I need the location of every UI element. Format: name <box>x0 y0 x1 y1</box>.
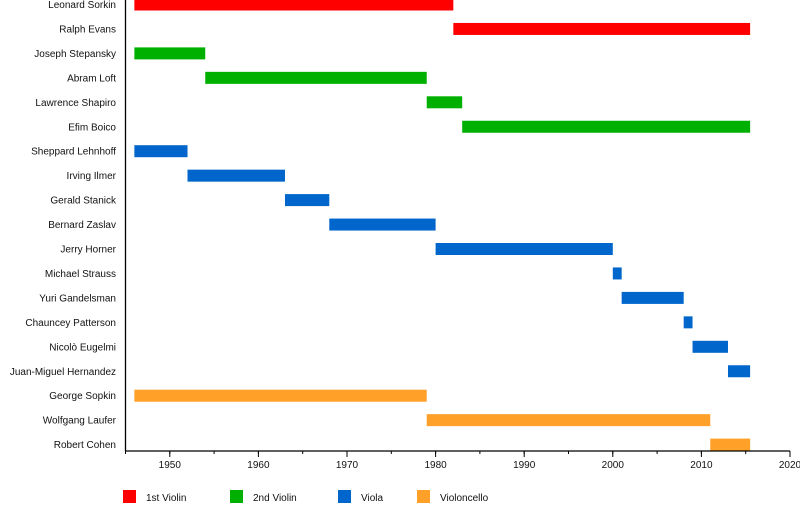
member-label: Michael Strauss <box>45 269 116 280</box>
bar-10 <box>435 243 613 255</box>
member-label: Wolfgang Laufer <box>43 416 117 427</box>
member-label: Sheppard Lehnhoff <box>31 147 116 158</box>
bar-15 <box>727 365 751 378</box>
bar-13 <box>683 316 693 329</box>
member-label: Jerry Horner <box>60 245 116 256</box>
bar-1 <box>453 22 751 35</box>
bar-5 <box>462 120 751 133</box>
legend-swatch-1 <box>230 490 243 503</box>
legend-label: Violoncello <box>440 493 489 504</box>
legend-label: 2nd Violin <box>253 493 297 504</box>
bar-11 <box>612 267 622 280</box>
member-label: Juan-Miguel Hernandez <box>10 367 116 378</box>
bar-8 <box>284 194 330 207</box>
member-label: Leonard Sorkin <box>48 0 116 11</box>
member-label: George Sopkin <box>49 391 116 402</box>
bar-7 <box>187 169 285 182</box>
bar-2 <box>134 47 206 60</box>
bar-4 <box>426 96 463 109</box>
member-label: Robert Cohen <box>54 440 116 451</box>
member-label: Chauncey Patterson <box>25 318 116 329</box>
x-tick-label: 1960 <box>247 460 270 471</box>
member-label: Yuri Gandelsman <box>39 293 116 304</box>
legend-label: Viola <box>361 493 383 504</box>
x-tick-label: 1970 <box>336 460 359 471</box>
legend-label: 1st Violin <box>146 493 186 504</box>
member-label: Ralph Evans <box>59 24 116 35</box>
bar-3 <box>205 71 427 84</box>
member-label: Efim Boico <box>68 122 116 133</box>
x-tick-label: 1980 <box>424 460 447 471</box>
bar-0 <box>134 0 454 11</box>
member-label: Joseph Stepansky <box>34 49 116 60</box>
member-label: Lawrence Shapiro <box>35 98 116 109</box>
member-label: Bernard Zaslav <box>48 220 116 231</box>
x-tick-label: 1990 <box>513 460 536 471</box>
x-tick-label: 1950 <box>159 460 182 471</box>
legend-swatch-3 <box>417 490 430 503</box>
bar-18 <box>710 438 751 451</box>
x-tick-label: 2000 <box>602 460 625 471</box>
bar-17 <box>426 414 711 427</box>
bar-14 <box>692 340 728 353</box>
legend-swatch-2 <box>338 490 351 503</box>
member-label: Irving Ilmer <box>67 171 117 182</box>
member-label: Abram Loft <box>67 73 116 84</box>
bar-12 <box>621 291 684 304</box>
member-label: Gerald Stanick <box>50 196 117 207</box>
bar-16 <box>134 389 427 402</box>
bar-6 <box>134 145 188 158</box>
member-label: Nicolò Eugelmi <box>49 342 116 353</box>
x-tick-label: 2020 <box>779 460 800 471</box>
legend-swatch-0 <box>123 490 136 503</box>
bar-9 <box>329 218 436 231</box>
x-tick-label: 2010 <box>690 460 713 471</box>
